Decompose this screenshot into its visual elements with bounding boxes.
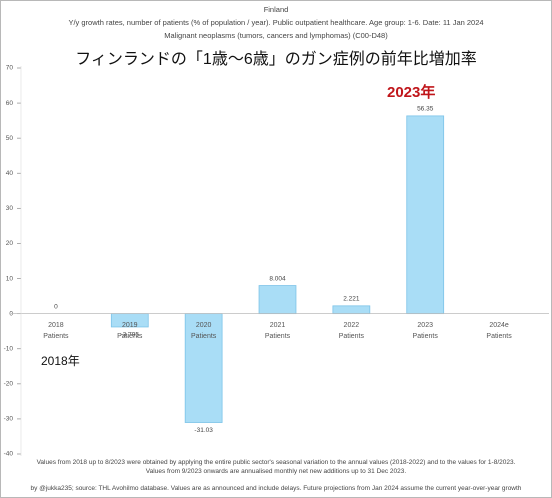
y-tick-label: 10 xyxy=(6,275,14,282)
subtitle: Y/y growth rates, number of patients (% … xyxy=(68,18,484,27)
y-tick-label: -10 xyxy=(4,345,14,352)
annotation-2023: 2023年 xyxy=(387,84,436,101)
y-tick-label: 60 xyxy=(6,100,14,107)
subtitle-2: Malignant neoplasms (tumors, cancers and… xyxy=(164,31,388,40)
data-label: -3.795 xyxy=(121,332,140,339)
data-label: 2.221 xyxy=(343,296,360,303)
bar xyxy=(332,305,371,315)
data-label: -31.03 xyxy=(194,427,213,434)
y-tick-label: 70 xyxy=(6,65,14,72)
x-tick-label: 2024e Patients xyxy=(486,321,512,340)
y-tick-label: -20 xyxy=(4,381,14,388)
y-tick-label: 40 xyxy=(6,170,14,177)
x-tick-label: 2022 Patients xyxy=(338,321,364,340)
data-label: 56.35 xyxy=(417,106,434,113)
chart-title: Finland xyxy=(263,5,289,14)
y-tick-label: 20 xyxy=(6,240,14,247)
bar xyxy=(406,115,445,315)
x-tick-label: 2019 Patients xyxy=(117,321,143,340)
x-tick-label: 2018 Patients xyxy=(43,321,69,340)
footnote: Values from 9/2023 onwards are annualise… xyxy=(145,468,407,475)
y-tick-label: 30 xyxy=(6,205,14,212)
data-label: 0 xyxy=(54,303,58,310)
x-tick-label: 2020 Patients xyxy=(190,321,217,340)
y-tick-label: -30 xyxy=(4,416,14,423)
y-tick-label: -40 xyxy=(4,451,14,458)
annotation-2018: 2018年 xyxy=(41,354,80,368)
x-tick-label: 2023 Patients xyxy=(412,321,438,340)
bar xyxy=(258,285,297,315)
footnote: Values from 2018 up to 8/2023 were obtai… xyxy=(36,459,516,466)
bar xyxy=(184,313,223,423)
y-tick-label: 50 xyxy=(6,135,14,142)
japanese-title: フィンランドの「1歳～6歳」のガン症例の前年比増加率 xyxy=(75,51,477,68)
x-tick-label: 2021 Patients xyxy=(264,321,291,340)
data-label: 8.004 xyxy=(269,275,286,282)
footnote: by @jukka235; source: THL Avohilmo datab… xyxy=(30,485,522,492)
